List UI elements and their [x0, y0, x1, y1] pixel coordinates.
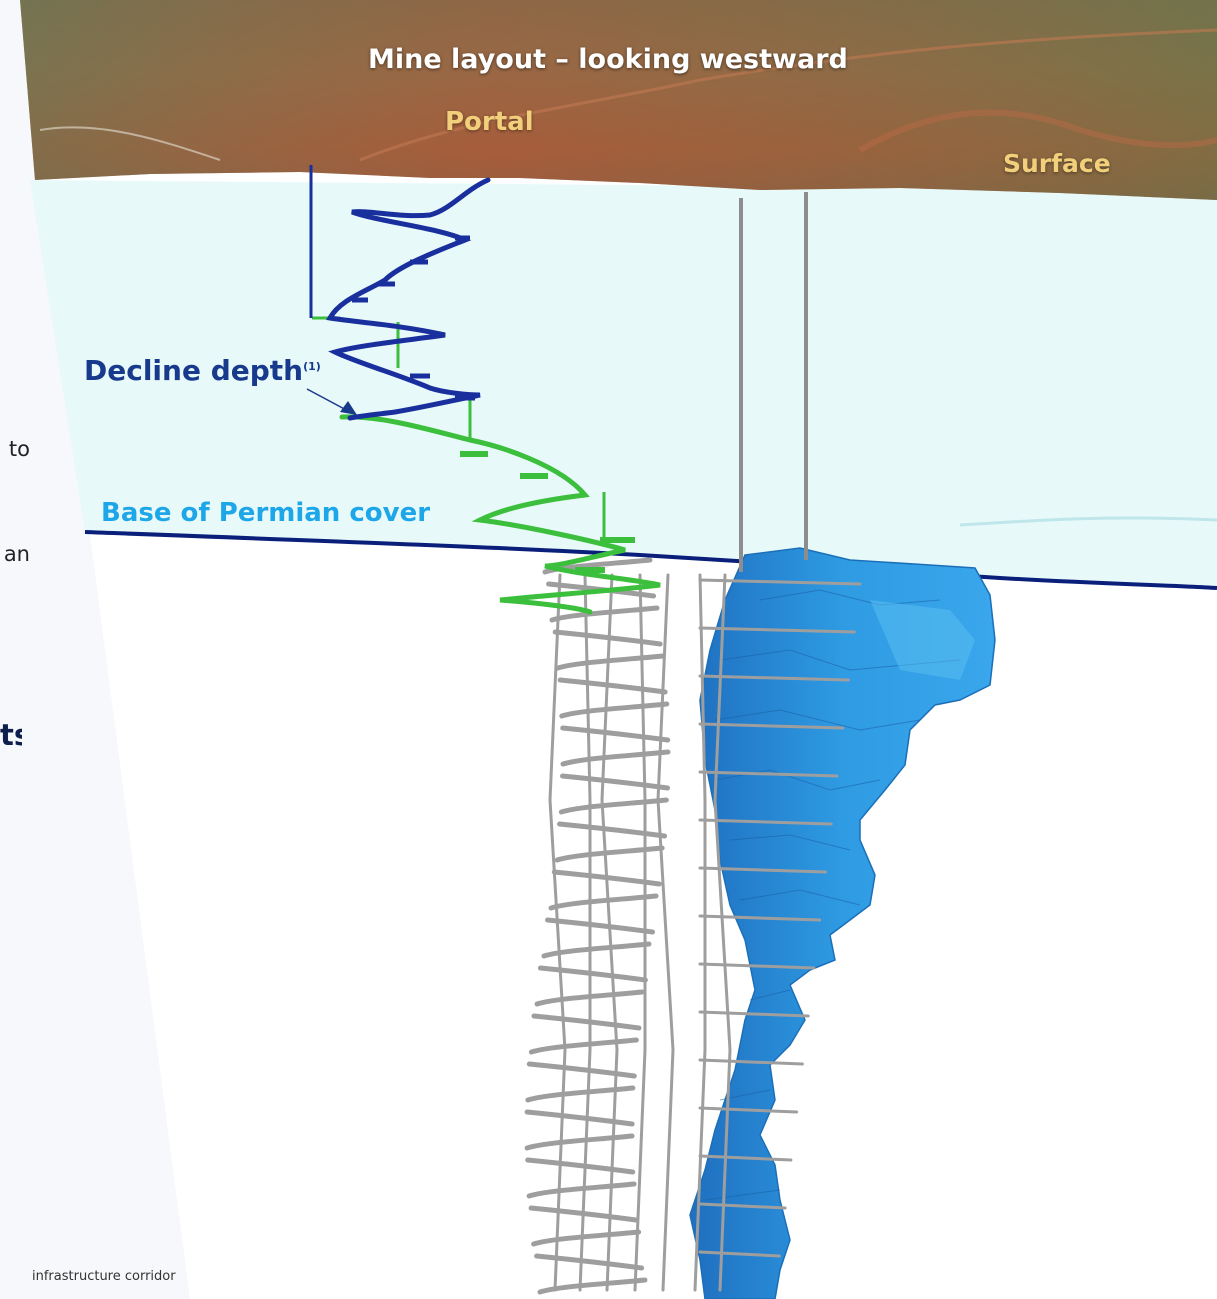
base-permian-line [84, 530, 1217, 590]
orebody-facets [704, 589, 961, 1201]
portal-label: Portal [445, 107, 534, 137]
permian-cover-zone [30, 180, 1217, 590]
development-crosscut [698, 722, 845, 730]
development-crosscut [698, 866, 827, 874]
development-crosscut [698, 1250, 781, 1258]
development-crosscut [698, 1058, 804, 1066]
development-crosscut [698, 1106, 799, 1114]
decline-depth-text: Decline depth [84, 354, 304, 387]
development-crosscut [698, 1154, 793, 1162]
terrain-ridge [359, 28, 1217, 162]
faint-water-line [959, 516, 1217, 527]
decline-depth-arrowhead [340, 401, 357, 415]
development-crosscut [698, 578, 862, 586]
slide-heading-fragment: ts [0, 718, 22, 752]
base-permian-label: Base of Permian cover [101, 498, 431, 528]
terrain-hills [858, 109, 1217, 153]
orebody-highlight [870, 600, 975, 680]
development-crosscut [698, 1010, 810, 1018]
development-crosscut [698, 626, 856, 634]
decline-upper-stubs [352, 235, 475, 401]
decline-lower [339, 414, 661, 615]
development-raise [633, 573, 647, 1292]
slide-text-fragment: an [3, 542, 30, 566]
development-crosscut [698, 962, 816, 970]
shafts [739, 192, 808, 572]
development-levels [524, 557, 862, 1295]
diagram-title: Mine layout – looking westward [368, 44, 848, 75]
left-slide-panel [0, 0, 190, 1299]
decline-depth-footnote-marker: (1) [303, 360, 321, 373]
development-crosscut [698, 818, 833, 826]
development-raise [548, 573, 567, 1292]
terrain-road [39, 126, 221, 161]
development-crosscut [698, 1202, 787, 1210]
decline-depth-label: Decline depth(1) [84, 354, 321, 387]
surface-label: Surface [1003, 149, 1111, 178]
development-raise [693, 573, 707, 1292]
development-raise [600, 573, 619, 1292]
development-raise [578, 573, 592, 1292]
development-raise [713, 573, 732, 1292]
development-crosscut [698, 770, 839, 778]
decline-lower-stubs [460, 451, 635, 573]
development-crosscut [698, 674, 850, 682]
footnote-text: infrastructure corridor [32, 1269, 176, 1284]
development-crosscut [698, 914, 822, 922]
development-spiral [524, 557, 671, 1295]
decline-lower-connectors [312, 316, 606, 545]
slide-text-fragment: to [8, 437, 30, 461]
decline-upper [326, 177, 491, 421]
development-raise [656, 573, 675, 1292]
